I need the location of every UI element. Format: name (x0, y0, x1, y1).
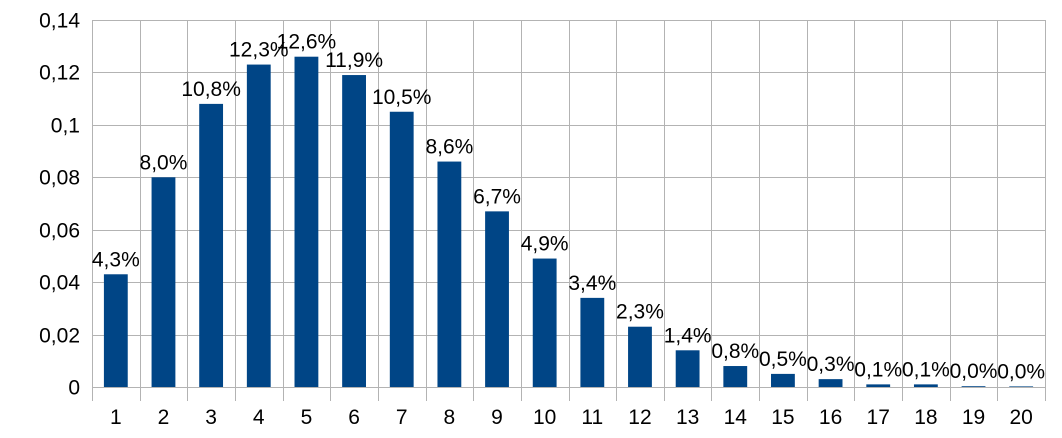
bar (675, 350, 700, 387)
bar (532, 258, 557, 387)
bar (913, 384, 938, 387)
data-label: 6,7% (473, 185, 521, 208)
bar (389, 111, 414, 387)
x-tick-label: 9 (491, 406, 503, 429)
x-tick-label: 16 (819, 406, 842, 429)
x-tick-label: 10 (533, 406, 556, 429)
bar (723, 366, 748, 387)
data-label: 10,8% (181, 78, 241, 101)
data-label: 8,6% (425, 136, 473, 159)
bar (151, 177, 176, 387)
x-tick-label: 4 (253, 406, 265, 429)
x-tick-label: 17 (867, 406, 890, 429)
data-labels-layer: 4,3% 8,0% 10,8% 12,3%12,6%11,9% 10,5% 8,6% 6,7… (92, 31, 1045, 384)
data-label: 8,0% (140, 151, 188, 174)
x-tick-label: 19 (962, 406, 985, 429)
data-label: 0,5% (759, 348, 807, 371)
x-tick-label: 8 (444, 406, 456, 429)
bar (103, 274, 128, 387)
y-tick-label: 0,1 (51, 115, 80, 138)
x-tick-label: 3 (205, 406, 217, 429)
data-label: 2,3% (616, 301, 664, 324)
x-tick-label: 6 (348, 406, 360, 429)
x-tick-label: 18 (914, 406, 937, 429)
y-tick-label: 0,04 (39, 272, 80, 295)
y-tick-label: 0,12 (39, 62, 80, 85)
x-tick-label: 7 (396, 406, 408, 429)
data-label: 3,4% (568, 272, 616, 295)
axis-layer: 00,020,040,060,080,10,120,141 2 3 4 5 6 7 8 9 10 1… (39, 10, 1033, 430)
data-label: 0,0% (950, 360, 998, 383)
data-label: 4,9% (521, 233, 569, 256)
bar (199, 103, 224, 387)
bar (771, 373, 795, 387)
data-label: 0,0% (997, 361, 1045, 384)
data-label: 11,9% (325, 49, 383, 72)
bar (485, 211, 509, 387)
data-label: 12,3% (229, 39, 289, 62)
bar (246, 64, 271, 388)
bar (628, 326, 652, 387)
data-label: 0,3% (807, 353, 855, 376)
x-tick-label: 2 (158, 406, 170, 429)
data-label: 0,1% (854, 358, 902, 381)
x-tick-label: 1 (110, 406, 122, 429)
data-label: 1,4% (664, 324, 712, 347)
y-tick-label: 0,14 (39, 10, 80, 33)
x-tick-label: 15 (771, 406, 794, 429)
y-tick-label: 0,02 (39, 325, 80, 348)
x-tick-label: 20 (1009, 406, 1032, 429)
y-tick-label: 0 (68, 377, 80, 400)
x-tick-label: 12 (628, 406, 651, 429)
data-label: 12,6% (277, 31, 337, 54)
y-tick-label: 0,08 (39, 167, 80, 190)
bar (1009, 386, 1034, 387)
bar (342, 75, 366, 388)
data-label: 10,5% (372, 86, 432, 109)
data-label: 0,1% (902, 358, 950, 381)
x-tick-label: 5 (301, 406, 313, 429)
bar (294, 56, 319, 387)
bar (437, 161, 462, 387)
bars-layer (103, 56, 1034, 388)
data-label: 0,8% (711, 340, 759, 363)
y-tick-label: 0,06 (39, 220, 80, 243)
data-label: 4,3% (92, 248, 140, 271)
bar (866, 384, 891, 387)
bar (818, 379, 843, 387)
x-tick-label: 11 (581, 406, 603, 429)
bar (961, 386, 986, 387)
x-tick-label: 13 (676, 406, 699, 429)
x-tick-label: 14 (724, 406, 748, 429)
bar (580, 297, 605, 387)
